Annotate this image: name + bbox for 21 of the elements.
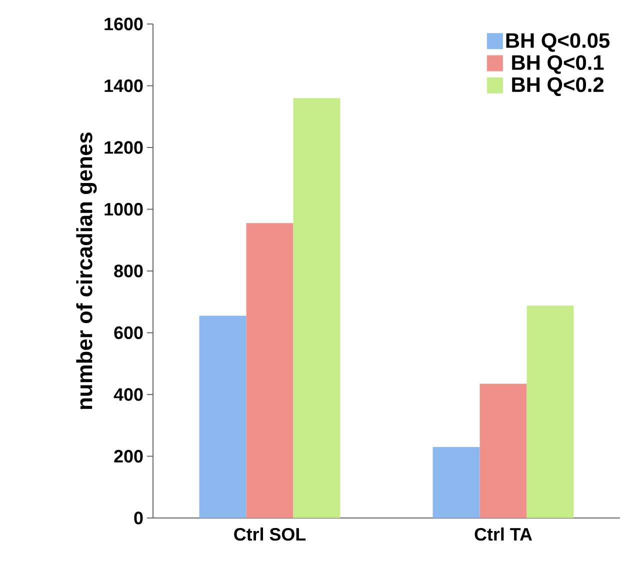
bar: [199, 316, 246, 518]
legend-label: BH Q<0.2: [512, 77, 604, 96]
x-tick-label: Ctrl SOL: [234, 528, 306, 541]
bar: [293, 98, 340, 518]
bar: [246, 223, 294, 518]
y-tick-label: 800: [114, 264, 143, 278]
y-tick-label: 0: [134, 512, 143, 524]
y-tick-label: 1600: [104, 18, 143, 30]
y-tick-label: 1400: [104, 79, 143, 92]
bar: [432, 446, 480, 518]
bar: [526, 306, 574, 518]
x-tick-label: Ctrl TA: [474, 528, 532, 541]
legend-label: BH Q<0.05: [506, 33, 610, 52]
legend-label: BH Q<0.1: [512, 55, 604, 74]
y-tick-label: 1200: [104, 141, 143, 154]
y-tick-label: 600: [114, 326, 143, 340]
y-axis-title: number of circadian genes: [76, 132, 97, 410]
y-tick-label: 1000: [104, 202, 143, 216]
y-tick-label: 200: [114, 450, 143, 463]
y-tick-label: 400: [114, 388, 143, 401]
bar: [480, 384, 527, 518]
